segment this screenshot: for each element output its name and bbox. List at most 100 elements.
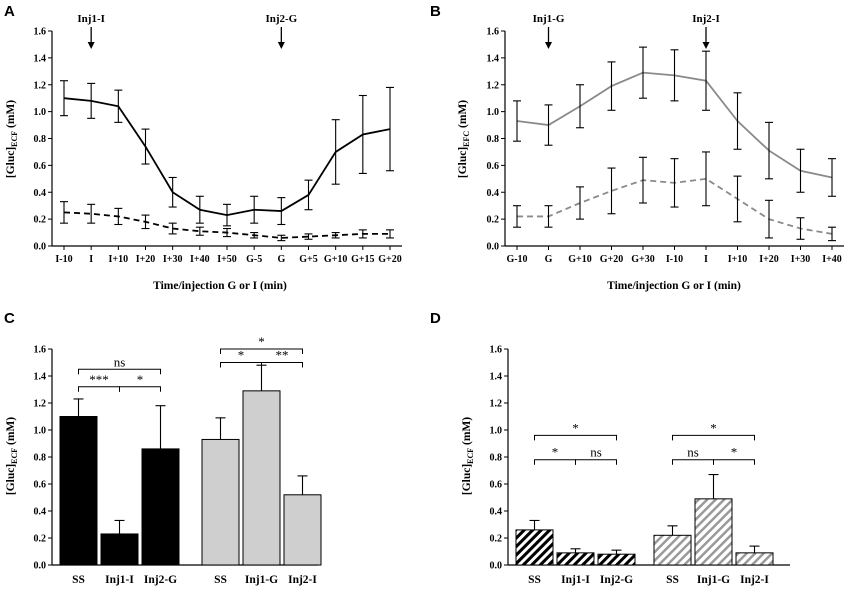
significance-label: * xyxy=(710,420,717,435)
bar xyxy=(515,529,554,566)
y-tick-label: 0.8 xyxy=(34,134,47,145)
x-tick-label: Inj2-G xyxy=(144,574,177,586)
x-tick-label: G-10 xyxy=(506,254,527,265)
significance-label: * xyxy=(731,445,738,460)
y-tick-label: 0.4 xyxy=(34,188,47,199)
panel-d-letter: D xyxy=(430,310,441,327)
panel-a-letter: A xyxy=(4,3,15,20)
y-tick-label: 1.0 xyxy=(34,107,47,118)
y-tick-label: 0.4 xyxy=(487,188,500,199)
y-tick-label: 0.2 xyxy=(487,215,500,226)
y-tick-label: 1.4 xyxy=(487,53,500,64)
y-tick-label: 1.2 xyxy=(34,80,47,91)
x-tick-label: Inj2-G xyxy=(600,574,633,586)
y-tick-label: 0.0 xyxy=(490,561,503,572)
x-tick-label: I+10 xyxy=(109,254,129,265)
panel-c-letter: C xyxy=(4,310,15,327)
x-tick-label: I+50 xyxy=(217,254,237,265)
x-tick-label: G+15 xyxy=(351,254,374,265)
panel-c: C [Gluc]ECF (mM) 0.0 0.2 0.4 0.6 0.8 1.0 1.2 1.… xyxy=(4,310,322,586)
bar xyxy=(556,552,595,566)
x-tick-label: I-10 xyxy=(666,254,683,265)
y-tick-label: 1.0 xyxy=(487,107,500,118)
y-tick-label: 0.8 xyxy=(34,453,47,464)
bar xyxy=(59,416,98,566)
x-tick-label: Inj1-I xyxy=(105,574,134,586)
significance-bracket xyxy=(220,362,262,368)
significance-bracket xyxy=(575,459,617,465)
x-tick-label: I+10 xyxy=(728,254,748,265)
y-tick-label: 0.6 xyxy=(487,161,500,172)
y-tick-label: 1.4 xyxy=(490,372,503,383)
annotation-label: Inj2-I xyxy=(692,13,720,25)
x-tick-label: G+10 xyxy=(324,254,347,265)
y-tick-label: 1.0 xyxy=(490,426,503,437)
annotation-label: Inj1-I xyxy=(77,13,105,25)
significance-bracket xyxy=(78,386,120,392)
x-tick-label: Inj2-I xyxy=(740,574,769,586)
panel-b: B [Gluc]EFC (mM) Time/injection G or I (… xyxy=(430,3,844,292)
y-tick-label: 0.0 xyxy=(34,561,47,572)
x-tick-label: I+40 xyxy=(190,254,210,265)
panel-d: D [Gluc]ECF (mM) 0.0 0.2 0.4 0.6 0.8 1.0 1.2 1.… xyxy=(430,310,790,586)
y-tick-label: 1.6 xyxy=(34,345,47,356)
significance-bracket xyxy=(534,434,617,441)
x-tick-label: SS xyxy=(72,574,85,586)
y-tick-label: 0.8 xyxy=(490,453,503,464)
y-tick-label: 1.6 xyxy=(34,27,47,38)
significance-label: ns xyxy=(114,354,126,369)
y-tick-label: 0.2 xyxy=(34,215,47,226)
x-tick-label: G+10 xyxy=(568,254,591,265)
significance-label: ** xyxy=(276,348,289,363)
x-tick-label: Inj2-I xyxy=(288,574,317,586)
x-tick-label: G xyxy=(545,254,553,265)
panel-c-ylabel: [Gluc]ECF (mM) xyxy=(5,417,19,495)
x-tick-label: I+20 xyxy=(136,254,156,265)
bar xyxy=(735,552,774,566)
x-tick-label: I xyxy=(704,254,708,265)
significance-label: ns xyxy=(590,445,602,460)
x-tick-label: Inj1-G xyxy=(245,574,278,586)
annotation-label: Inj1-G xyxy=(533,13,565,25)
significance-bracket xyxy=(713,459,755,465)
significance-label: * xyxy=(552,445,559,460)
y-tick-label: 1.2 xyxy=(34,399,47,410)
significance-bracket xyxy=(534,459,576,465)
annotation-arrow-head xyxy=(545,42,552,49)
significance-bracket xyxy=(672,434,755,441)
panel-b-letter: B xyxy=(430,3,441,20)
x-tick-label: G+20 xyxy=(600,254,623,265)
panel-b-xlabel: Time/injection G or I (min) xyxy=(607,280,741,292)
x-tick-label: I xyxy=(89,254,93,265)
x-tick-label: SS xyxy=(214,574,227,586)
significance-label: ns xyxy=(687,445,699,460)
x-tick-label: SS xyxy=(528,574,541,586)
y-tick-label: 1.2 xyxy=(490,399,503,410)
significance-bracket xyxy=(220,348,303,354)
bar xyxy=(597,553,636,566)
significance-label: *** xyxy=(89,372,109,387)
significance-label: * xyxy=(137,372,144,387)
y-tick-label: 0.0 xyxy=(487,242,500,253)
y-tick-label: 0.6 xyxy=(490,480,503,491)
x-tick-label: I+20 xyxy=(759,254,779,265)
x-tick-label: Inj1-G xyxy=(697,574,730,586)
significance-bracket xyxy=(261,362,303,368)
y-tick-label: 1.4 xyxy=(34,53,47,64)
y-tick-label: 1.6 xyxy=(487,27,500,38)
panel-b-ylabel: [Gluc]EFC (mM) xyxy=(457,100,471,178)
panel-a: A [Gluc]ECF (mM) Time/injection G or I (… xyxy=(4,3,402,292)
panel-a-ylabel: [Gluc]ECF (mM) xyxy=(5,100,19,178)
x-tick-label: I+30 xyxy=(791,254,811,265)
y-tick-label: 0.6 xyxy=(34,480,47,491)
significance-bracket xyxy=(119,386,161,392)
y-tick-label: 0.8 xyxy=(487,134,500,145)
y-tick-label: 1.2 xyxy=(487,80,500,91)
series-line-solid xyxy=(63,97,391,217)
y-tick-label: 0.4 xyxy=(34,507,47,518)
x-tick-label: G-5 xyxy=(246,254,262,265)
annotation-arrow-head xyxy=(87,42,95,49)
bar xyxy=(694,498,733,566)
y-tick-label: 1.6 xyxy=(490,345,503,356)
